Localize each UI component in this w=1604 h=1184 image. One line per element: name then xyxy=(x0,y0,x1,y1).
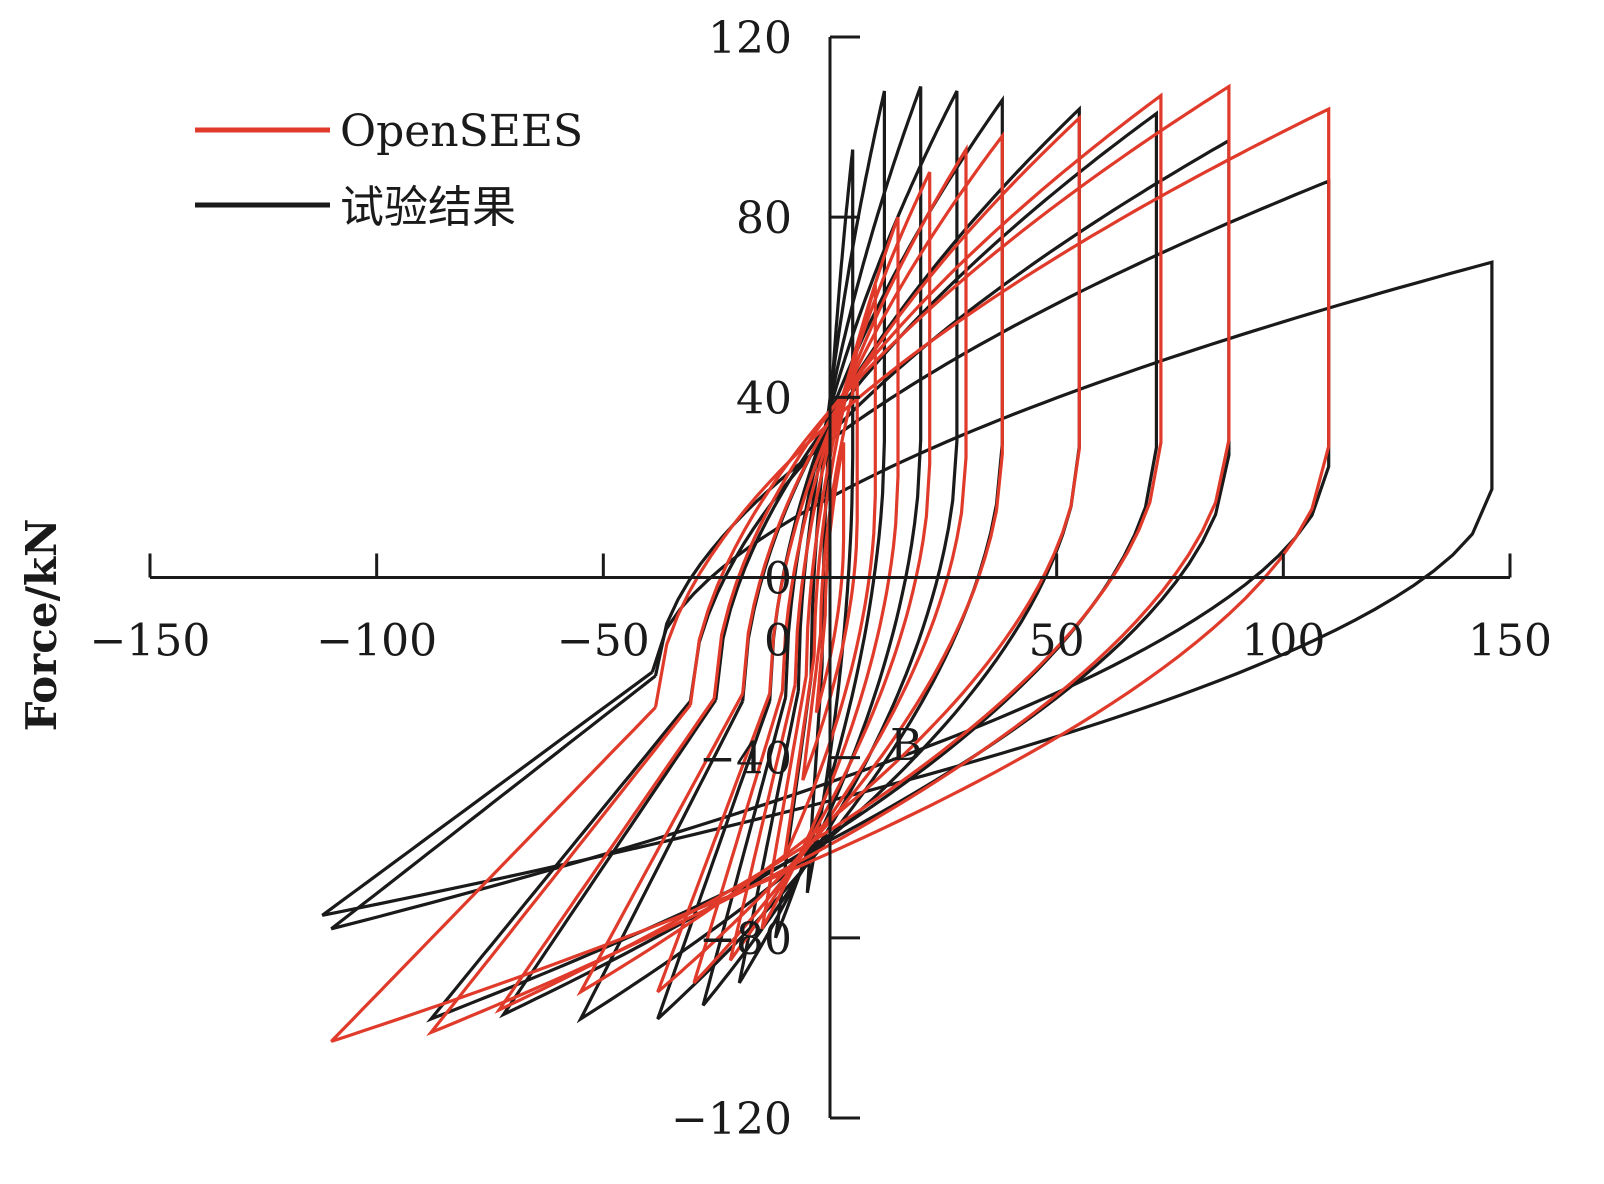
hysteresis-loop xyxy=(814,442,846,714)
y-axis-label: Force/kN xyxy=(17,519,66,732)
legend: OpenSEES 试验结果 xyxy=(195,106,583,233)
annotation-b: B xyxy=(890,720,922,771)
hysteresis-loop xyxy=(692,143,968,984)
hysteresis-loop xyxy=(701,90,959,1007)
x-tick-label: −50 xyxy=(557,616,650,667)
legend-label-opensees: OpenSEES xyxy=(340,106,583,157)
x-tick-label: 100 xyxy=(1241,616,1325,667)
hysteresis-loop xyxy=(801,374,859,781)
ticks: −150 −100 −50 0 50 100 150 120 80 40 0 −40 −80 −120 xyxy=(90,13,1552,1145)
y-tick-label: −120 xyxy=(671,1094,792,1145)
legend-label-test-results: 试验结果 xyxy=(340,182,516,233)
hysteresis-loop xyxy=(656,131,1004,994)
hysteresis-loop xyxy=(494,92,1163,1014)
hysteresis-loop xyxy=(656,95,1004,1021)
y-tick-label: 120 xyxy=(708,13,792,64)
x-tick-label: 0 xyxy=(764,616,792,667)
y-tick-label: 0 xyxy=(764,554,792,605)
y-tick-label: 80 xyxy=(736,193,792,244)
hysteresis-loop xyxy=(321,260,1494,917)
hysteresis-loop xyxy=(330,178,1331,931)
y-tick-label: −80 xyxy=(699,914,792,965)
series-opensees xyxy=(330,83,1331,1043)
x-tick-label: −100 xyxy=(316,616,437,667)
x-tick-label: 150 xyxy=(1468,616,1552,667)
hysteresis-loop xyxy=(426,83,1231,1037)
y-tick-label: −40 xyxy=(699,734,792,785)
hysteresis-loop xyxy=(783,284,877,858)
x-tick-label: −150 xyxy=(90,616,211,667)
x-tick-label: 50 xyxy=(1029,616,1085,667)
y-tick-label: 40 xyxy=(736,373,792,424)
series-layer xyxy=(321,83,1494,1043)
hysteresis-loop xyxy=(330,106,1331,1043)
